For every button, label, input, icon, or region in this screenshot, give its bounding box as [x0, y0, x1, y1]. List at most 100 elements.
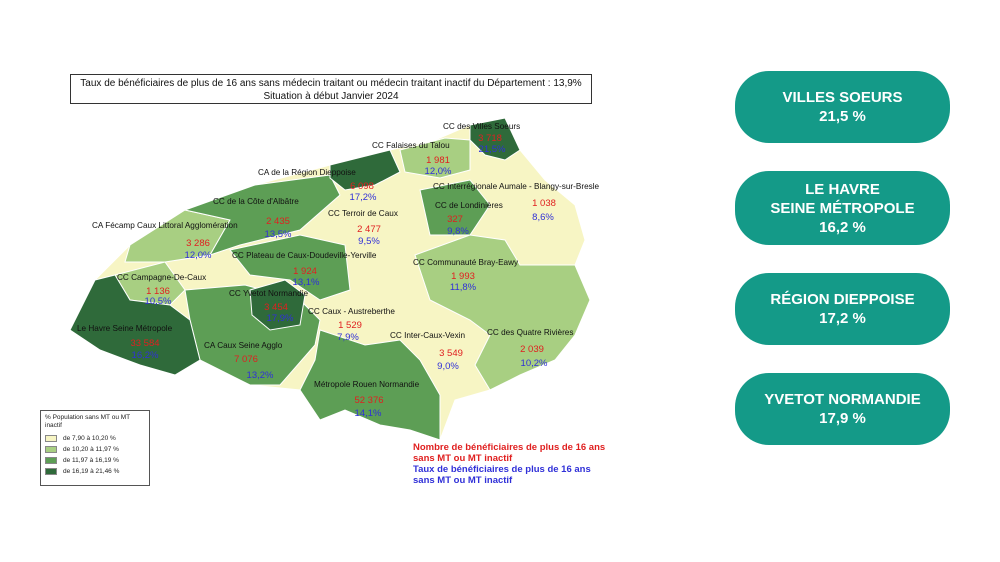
- zone-count: 1 529: [338, 320, 362, 331]
- zone-quatre-rivieres-bray: [414, 234, 591, 391]
- map-legend: % Population sans MT ou MT inactif de 7,…: [40, 410, 150, 486]
- zone-name: CC Falaises du Talou: [372, 141, 450, 150]
- zone-rate: 17,9%: [267, 313, 294, 324]
- zone-rate: 10,2%: [521, 358, 548, 369]
- zone-rate: 8,6%: [532, 212, 554, 223]
- highlight-value: 21,5 %: [819, 108, 866, 125]
- zone-londinieres: [419, 179, 491, 236]
- zone-name: CA Fécamp Caux Littoral Agglomération: [92, 221, 238, 230]
- highlight-name: RÉGION DIEPPOISE: [770, 291, 915, 308]
- zone-name: CC des Villes Soeurs: [443, 122, 520, 131]
- value-key: Nombre de bénéficiaires de plus de 16 an…: [413, 442, 605, 486]
- legend-item: de 16,19 à 21,46 %: [45, 466, 145, 477]
- highlight-value: 17,9 %: [819, 410, 866, 427]
- highlight-le-havre: LE HAVRE SEINE MÉTROPOLE 16,2 %: [735, 171, 950, 245]
- zone-name: CC Yvetot Normandie: [229, 289, 308, 298]
- zone-rate: 11,8%: [450, 282, 477, 293]
- zone-le-havre: [69, 274, 201, 376]
- legend-item: de 7,90 à 10,20 %: [45, 433, 145, 444]
- zone-rate: 9,8%: [447, 226, 469, 237]
- zone-rate: 9,0%: [437, 361, 459, 372]
- zone-cote-albatre: [183, 174, 341, 256]
- zone-talou: [399, 137, 471, 179]
- zone-name: CC Inter-Caux-Vexin: [390, 331, 466, 340]
- map-title-line1: Taux de bénéficiaires de plus de 16 ans …: [80, 78, 582, 89]
- legend-label: de 10,20 à 11,97 %: [63, 446, 119, 453]
- zone-name: CC Terroir de Caux: [328, 209, 398, 218]
- legend-swatch: [45, 457, 57, 464]
- zone-count: 2 477: [357, 224, 381, 235]
- zone-count: 52 376: [354, 395, 383, 406]
- highlight-yvetot: YVETOT NORMANDIE 17,9 %: [735, 373, 950, 445]
- legend-label: de 16,19 à 21,46 %: [63, 468, 120, 475]
- highlight-villes-soeurs: VILLES SOEURS 21,5 %: [735, 71, 950, 143]
- zone-dieppoise: [329, 149, 401, 191]
- legend-label: de 11,97 à 16,19 %: [63, 457, 119, 464]
- zone-rate: 14,1%: [355, 408, 382, 419]
- count-key-line1: Nombre de bénéficiaires de plus de 16 an…: [413, 442, 606, 453]
- highlight-name: LE HAVRE: [805, 180, 880, 198]
- legend-item: de 11,97 à 16,19 %: [45, 455, 145, 466]
- zone-rate: 10,5%: [145, 296, 172, 307]
- zone-count: 3 549: [439, 348, 463, 359]
- highlight-region-dieppoise: RÉGION DIEPPOISE 17,2 %: [735, 273, 950, 345]
- zone-name: CA de la Région Dieppoise: [258, 168, 356, 177]
- rate-key-line2: sans MT ou MT inactif: [413, 475, 513, 486]
- zone-villes-soeurs: [469, 117, 521, 161]
- zone-name: CC de la Côte d'Albâtre: [213, 197, 299, 206]
- zone-name: CC des Quatre Rivières: [487, 328, 573, 337]
- count-key-line2: sans MT ou MT inactif: [413, 453, 513, 464]
- zone-rate: 13,2%: [247, 370, 274, 381]
- zone-count: 3 718: [478, 133, 502, 144]
- zone-name: Métropole Rouen Normandie: [314, 380, 420, 389]
- zone-name: Le Havre Seine Métropole: [77, 324, 173, 333]
- zone-name: CC Caux - Austreberthe: [308, 307, 395, 316]
- zone-rate: 21,5%: [479, 144, 506, 155]
- zone-name: CC Plateau de Caux-Doudeville-Yerville: [232, 251, 377, 260]
- zone-labels: CC des Villes Soeurs 3 718 21,5% CC Fala…: [77, 122, 600, 419]
- zone-count: 3 454: [264, 302, 288, 313]
- zone-rate: 17,2%: [350, 192, 377, 203]
- zone-rate: 9,5%: [358, 236, 380, 247]
- zone-rouen: [299, 329, 441, 441]
- legend-swatch: [45, 446, 57, 453]
- zone-yvetot: [249, 279, 306, 331]
- zone-rate: 13,5%: [265, 229, 292, 240]
- zone-count: 1 136: [146, 286, 170, 297]
- legend-item: de 10,20 à 11,97 %: [45, 444, 145, 455]
- rate-key-line1: Taux de bénéficiaires de plus de 16 ans: [413, 464, 591, 475]
- legend-swatch: [45, 435, 57, 442]
- zone-count: 1 038: [532, 198, 556, 209]
- zone-count: 1 993: [451, 271, 475, 282]
- legend-title: % Population sans MT ou MT inactif: [45, 414, 131, 429]
- zone-count: 1 981: [426, 155, 450, 166]
- zone-rate: 12,0%: [185, 250, 212, 261]
- zone-name: CC Interrégionale Aumale - Blangy-sur-Br…: [433, 182, 600, 191]
- zone-count: 7 076: [234, 354, 258, 365]
- map-title: Taux de bénéficiaires de plus de 16 ans …: [70, 74, 592, 104]
- zone-rate: 7,9%: [337, 332, 359, 343]
- zone-count: 327: [447, 214, 463, 225]
- zone-count: 1 924: [293, 266, 317, 277]
- zone-count: 3 286: [186, 238, 210, 249]
- highlight-value: 17,2 %: [819, 310, 866, 327]
- zone-count: 2 435: [266, 216, 290, 227]
- zone-name: CA Caux Seine Agglo: [204, 341, 283, 350]
- zone-name: CC Communauté Bray-Eawy: [413, 258, 519, 267]
- zone-plateau-caux: [229, 234, 351, 301]
- highlight-value: 16,2 %: [819, 218, 866, 236]
- highlight-name: YVETOT NORMANDIE: [764, 391, 921, 408]
- zone-rate: 12,0%: [425, 166, 452, 177]
- zone-name: CC de Londinières: [435, 201, 503, 210]
- highlight-name-line2: SEINE MÉTROPOLE: [770, 199, 915, 217]
- zone-rate: 16,2%: [132, 350, 159, 361]
- zone-rate: 13,1%: [293, 277, 320, 288]
- zone-count: 33 584: [130, 338, 159, 349]
- legend-label: de 7,90 à 10,20 %: [63, 435, 116, 442]
- zone-count: 2 039: [520, 344, 544, 355]
- highlight-name: VILLES SOEURS: [782, 89, 903, 106]
- zone-count: 6 098: [350, 181, 374, 192]
- legend-swatch: [45, 468, 57, 475]
